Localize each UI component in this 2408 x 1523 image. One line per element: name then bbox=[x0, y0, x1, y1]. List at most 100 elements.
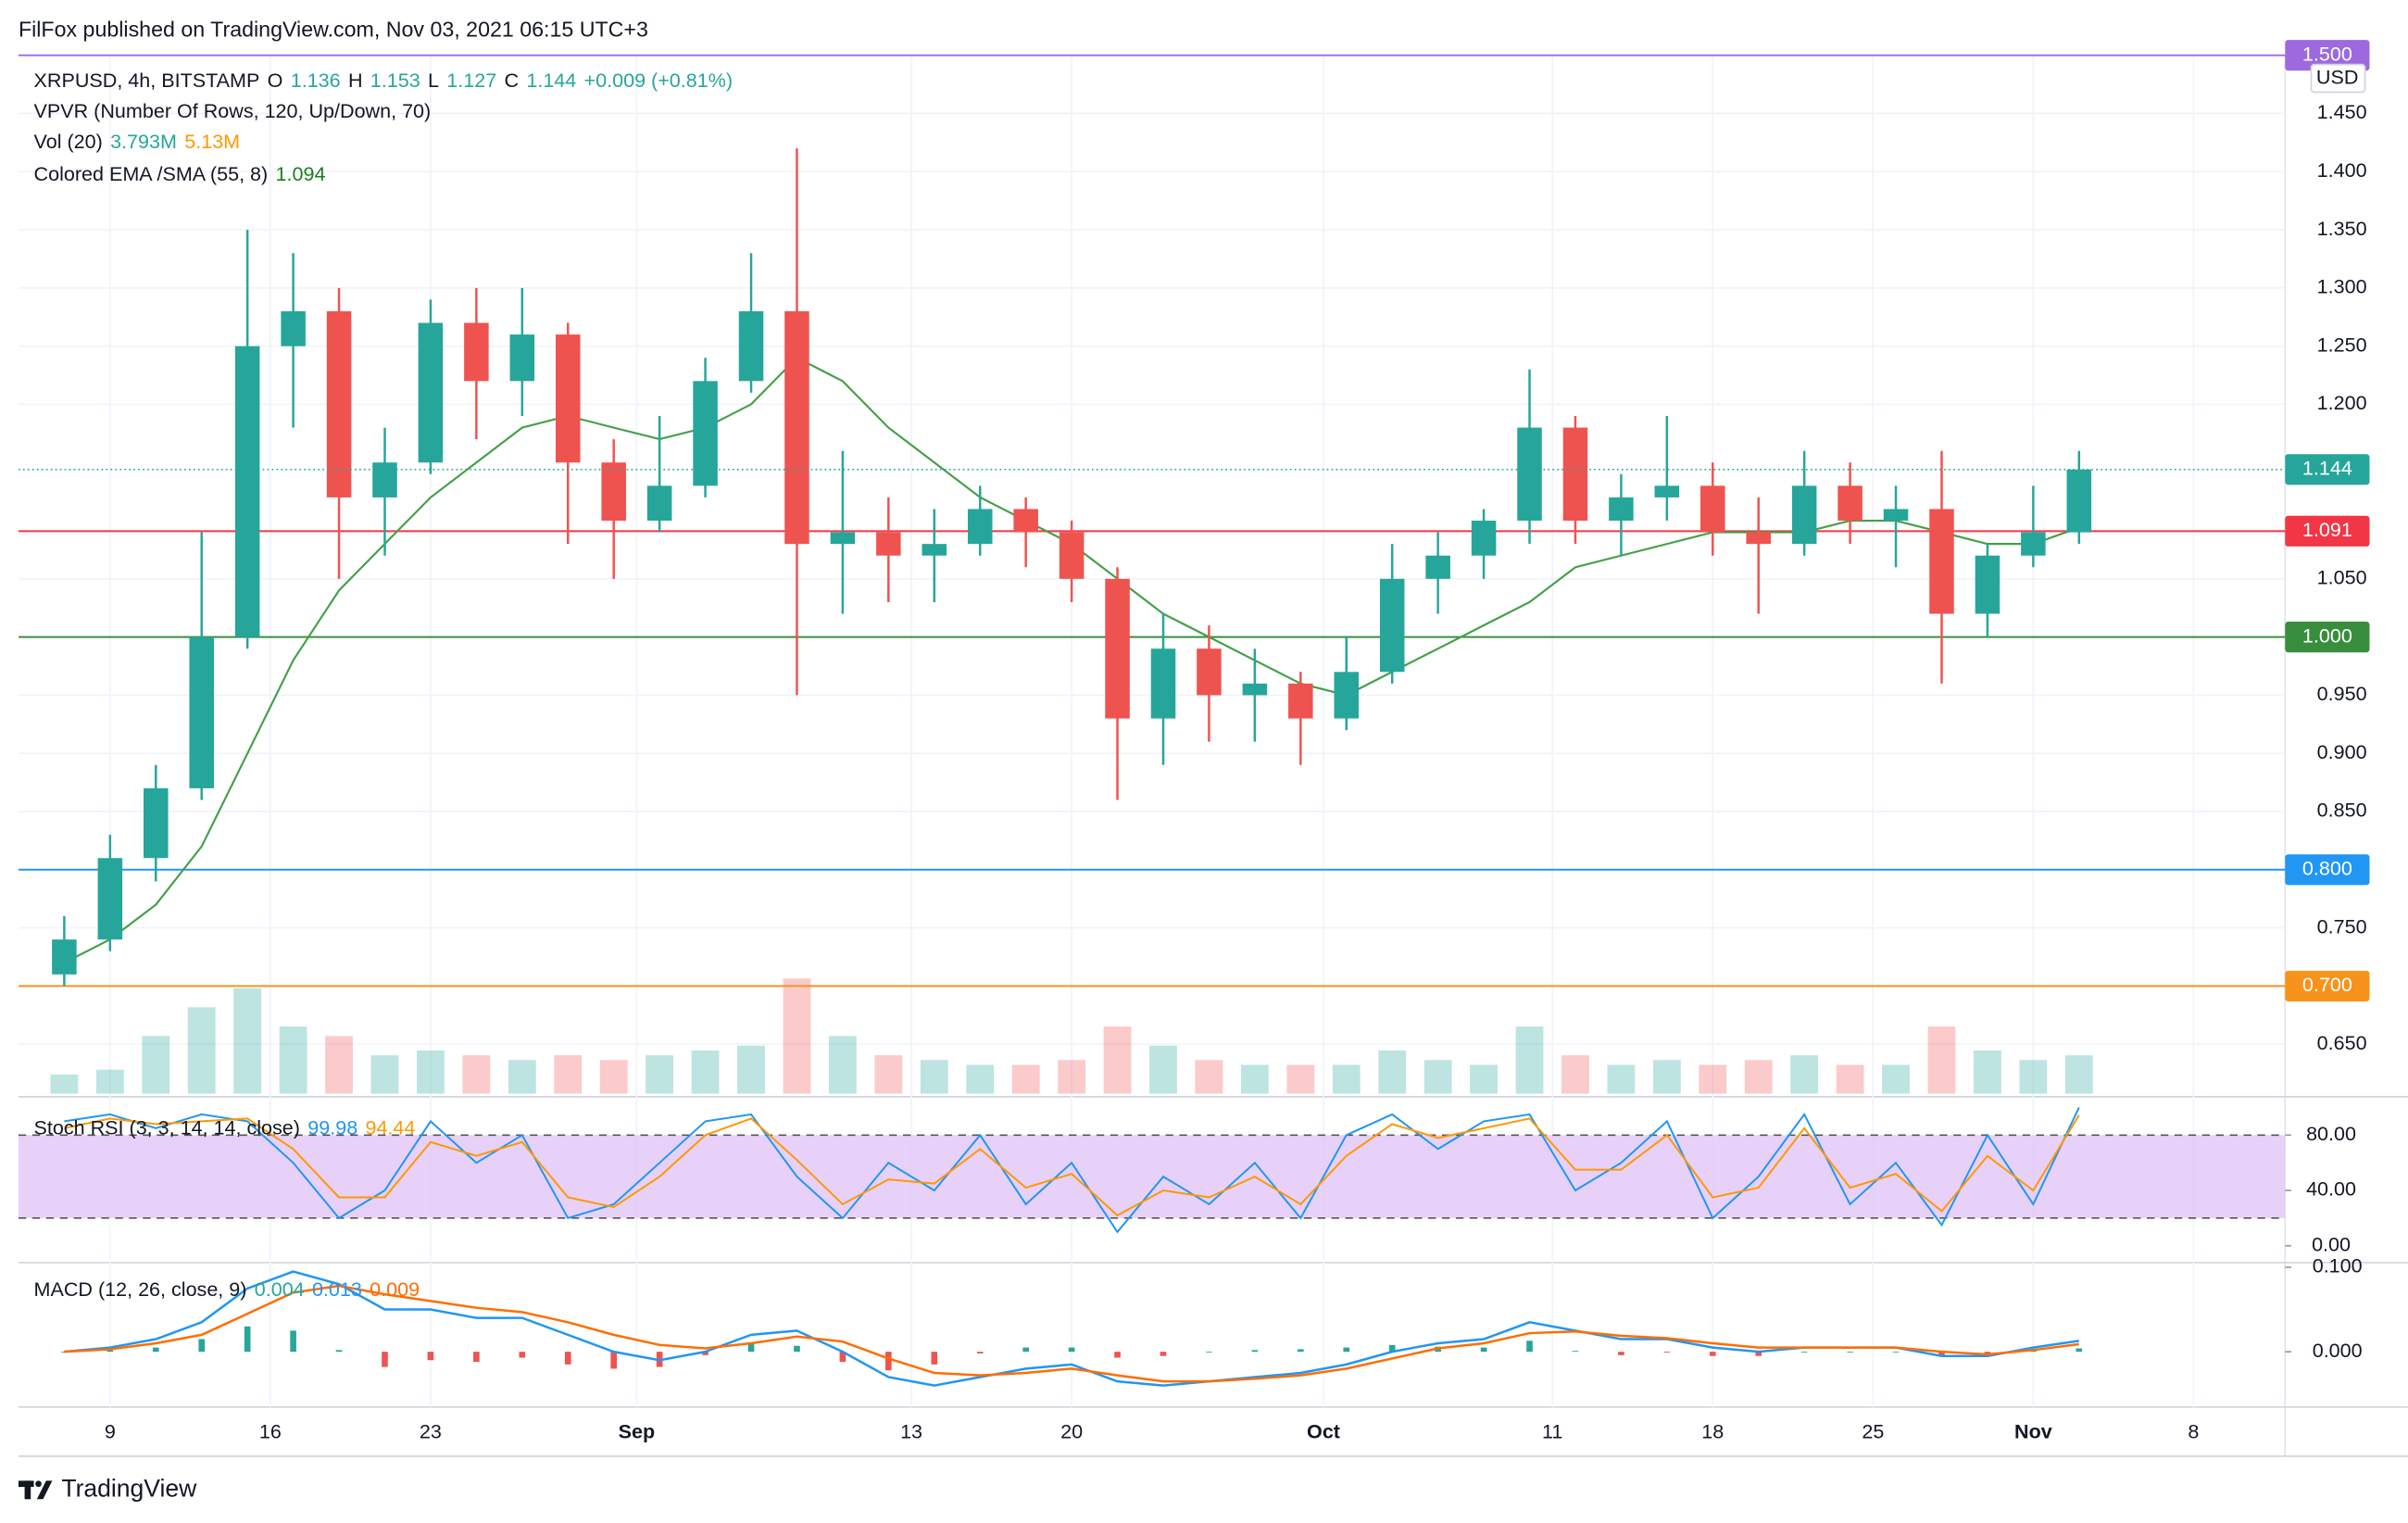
volume-bar bbox=[2064, 1055, 2093, 1094]
volume-bar bbox=[599, 1060, 628, 1094]
volume-bar bbox=[95, 1069, 124, 1094]
macd-histogram bbox=[702, 1352, 709, 1355]
candle-body bbox=[693, 381, 718, 486]
y-tick-label: 40.00 bbox=[2306, 1177, 2356, 1201]
volume-legend: Vol (20) 3.793M 5.13M bbox=[34, 130, 241, 153]
candle-body bbox=[1013, 509, 1038, 533]
macd-histogram bbox=[747, 1343, 755, 1353]
level-label: 1.000 bbox=[2302, 623, 2352, 647]
volume-bar bbox=[1790, 1055, 1819, 1094]
candle-body bbox=[1197, 648, 1222, 696]
y-tick-label: 80.00 bbox=[2306, 1122, 2356, 1145]
macd-line bbox=[64, 1284, 2079, 1383]
x-tick-label: 8 bbox=[2188, 1420, 2199, 1443]
candle-body bbox=[601, 462, 626, 522]
volume-bar bbox=[2019, 1060, 2048, 1094]
legend-item: 1.144 bbox=[526, 69, 576, 92]
candle-body bbox=[1059, 532, 1085, 579]
y-tick-label: 0.100 bbox=[2313, 1254, 2363, 1278]
publisher: FilFox published on TradingView.com, Nov… bbox=[19, 17, 648, 41]
stoch-line bbox=[64, 1114, 2080, 1217]
volume-bar bbox=[50, 1074, 79, 1094]
volume-bar bbox=[417, 1050, 445, 1094]
macd-histogram bbox=[2076, 1348, 2083, 1353]
macd-histogram bbox=[1984, 1352, 1991, 1353]
candle-body bbox=[830, 532, 856, 545]
macd-histogram bbox=[885, 1352, 892, 1371]
y-tick-label: 1.400 bbox=[2317, 158, 2367, 182]
candle-body bbox=[509, 334, 535, 382]
candle-body bbox=[464, 322, 489, 382]
volume-bar bbox=[1561, 1055, 1589, 1094]
y-tick-label: 0.650 bbox=[2317, 1031, 2367, 1054]
stoch-band bbox=[18, 1135, 2286, 1218]
legend-item: 1.127 bbox=[446, 69, 496, 92]
candle-body bbox=[2066, 469, 2092, 533]
macd-histogram bbox=[335, 1350, 343, 1353]
candle-body bbox=[1150, 648, 1176, 719]
volume-bar bbox=[966, 1064, 995, 1094]
candle-body bbox=[1700, 485, 1725, 533]
y-tick-label: 1.200 bbox=[2317, 391, 2367, 414]
macd-histogram bbox=[1663, 1352, 1671, 1353]
legend-item: Stoch RSI (3, 3, 14, 14, close) bbox=[34, 1115, 300, 1139]
macd-histogram bbox=[107, 1350, 114, 1353]
volume-bar bbox=[1332, 1064, 1361, 1094]
x-tick-label: 20 bbox=[1060, 1420, 1083, 1443]
macd-histogram bbox=[1297, 1349, 1304, 1353]
y-tick-label: 1.050 bbox=[2317, 566, 2367, 589]
volume-bar bbox=[1149, 1045, 1177, 1094]
volume-bar bbox=[1011, 1064, 1040, 1094]
legend-item: 1.136 bbox=[291, 69, 341, 92]
volume-bar bbox=[1515, 1026, 1544, 1094]
volume-bar bbox=[646, 1055, 674, 1094]
macd-histogram bbox=[427, 1352, 434, 1361]
candle-body bbox=[1334, 672, 1360, 719]
macd-histogram bbox=[1800, 1352, 1808, 1353]
volume-bar bbox=[1927, 1026, 1956, 1094]
legend-item: 0.009 bbox=[370, 1277, 420, 1300]
macd-histogram bbox=[1755, 1352, 1762, 1356]
macd-histogram bbox=[1526, 1340, 1533, 1353]
macd-histogram bbox=[1206, 1352, 1212, 1353]
y-tick-label: 0.00 bbox=[2312, 1232, 2351, 1255]
x-tick-label: 18 bbox=[1701, 1420, 1724, 1443]
macd-histogram bbox=[382, 1352, 388, 1367]
volume-bar bbox=[1240, 1064, 1269, 1094]
volume-bar bbox=[828, 1036, 857, 1094]
level-label: 1.091 bbox=[2302, 518, 2352, 541]
volume-bar bbox=[1058, 1060, 1086, 1094]
level-label-bg bbox=[2285, 40, 2370, 71]
candle-body bbox=[1562, 427, 1588, 522]
x-tick-label: Sep bbox=[619, 1420, 656, 1443]
x-tick-label: 25 bbox=[1862, 1420, 1884, 1443]
main-legend: XRPUSD, 4h, BITSTAMP O 1.136 H 1.153 L 1.127 C 1… bbox=[34, 69, 734, 92]
y-tick-label: 0.900 bbox=[2317, 740, 2367, 763]
legend-item: 94.44 bbox=[365, 1115, 415, 1139]
level-label: 1.500 bbox=[2302, 42, 2352, 65]
legend-item: L bbox=[428, 69, 439, 92]
candle-body bbox=[1837, 485, 1862, 522]
macd-histogram bbox=[290, 1330, 296, 1353]
macd-histogram bbox=[1022, 1347, 1029, 1353]
y-tick-label: 1.350 bbox=[2317, 217, 2367, 240]
macd-histogram bbox=[1251, 1350, 1259, 1353]
legend-item: 1.153 bbox=[370, 69, 420, 92]
level-label-bg bbox=[2285, 854, 2370, 886]
candle-body bbox=[738, 310, 764, 382]
last-price-label: 1.144 bbox=[2302, 456, 2352, 479]
volume-bar bbox=[1286, 1064, 1315, 1094]
macd-histogram bbox=[198, 1339, 206, 1353]
legend-item: 99.98 bbox=[307, 1115, 357, 1139]
y-tick-label: 0.000 bbox=[2313, 1339, 2363, 1362]
candle-body bbox=[2021, 532, 2046, 556]
macd-histogram bbox=[1709, 1352, 1716, 1356]
candle-body bbox=[1746, 532, 1771, 545]
candle-body bbox=[1609, 497, 1634, 522]
candle-body bbox=[922, 544, 947, 556]
candle-body bbox=[646, 485, 672, 522]
candle-body bbox=[1929, 509, 1954, 614]
macd-histogram bbox=[931, 1352, 938, 1365]
